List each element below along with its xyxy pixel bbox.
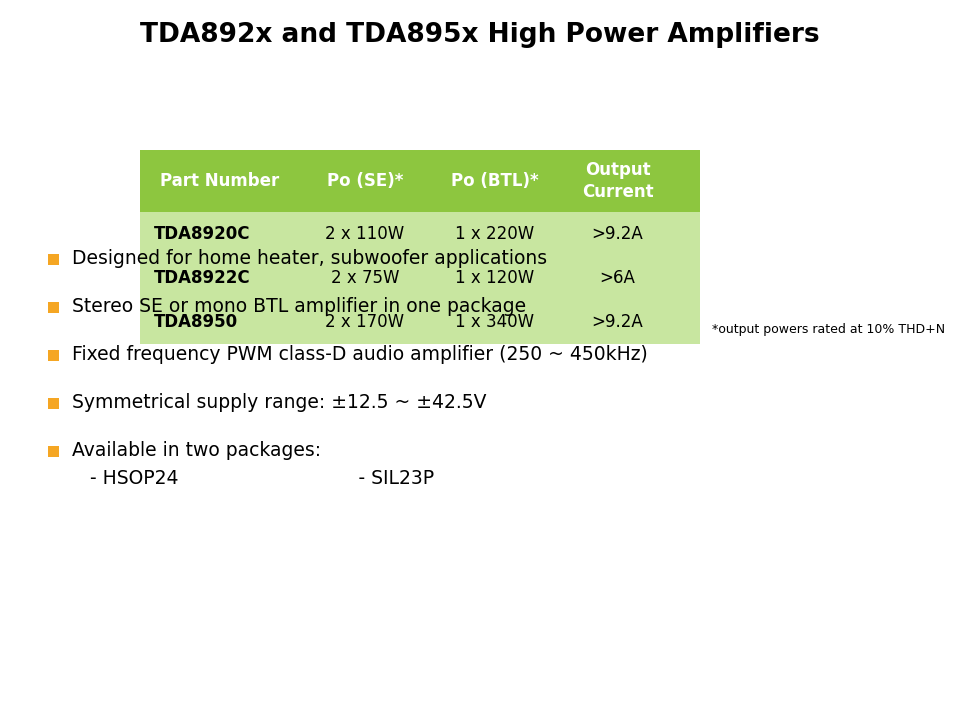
Text: Output
Current: Output Current xyxy=(582,161,654,201)
Text: Fixed frequency PWM class-D audio amplifier (250 ~ 450kHz): Fixed frequency PWM class-D audio amplif… xyxy=(72,346,648,364)
Text: 2 x 75W: 2 x 75W xyxy=(331,269,399,287)
FancyBboxPatch shape xyxy=(140,150,700,212)
Text: Designed for home heater, subwoofer applications: Designed for home heater, subwoofer appl… xyxy=(72,250,547,269)
Text: *output powers rated at 10% THD+N: *output powers rated at 10% THD+N xyxy=(712,323,946,336)
Text: - HSOP24                              - SIL23P: - HSOP24 - SIL23P xyxy=(72,469,434,487)
Text: TDA8920C: TDA8920C xyxy=(154,225,251,243)
Text: TDA8922C: TDA8922C xyxy=(154,269,251,287)
Text: 1 x 120W: 1 x 120W xyxy=(455,269,535,287)
Text: Symmetrical supply range: ±12.5 ~ ±42.5V: Symmetrical supply range: ±12.5 ~ ±42.5V xyxy=(72,394,487,413)
FancyBboxPatch shape xyxy=(48,254,59,265)
Text: Available in two packages:: Available in two packages: xyxy=(72,441,322,461)
Text: >9.2A: >9.2A xyxy=(591,313,643,331)
Text: TDA892x and TDA895x High Power Amplifiers: TDA892x and TDA895x High Power Amplifier… xyxy=(140,22,820,48)
Text: 2 x 170W: 2 x 170W xyxy=(325,313,404,331)
Text: TDA8950: TDA8950 xyxy=(154,313,238,331)
FancyBboxPatch shape xyxy=(48,302,59,313)
Text: >6A: >6A xyxy=(600,269,636,287)
FancyBboxPatch shape xyxy=(48,446,59,457)
Text: >9.2A: >9.2A xyxy=(591,225,643,243)
Text: Po (SE)*: Po (SE)* xyxy=(326,172,403,190)
FancyBboxPatch shape xyxy=(140,212,700,344)
Text: Stereo SE or mono BTL amplifier in one package: Stereo SE or mono BTL amplifier in one p… xyxy=(72,297,526,317)
Text: 1 x 220W: 1 x 220W xyxy=(455,225,535,243)
Text: 2 x 110W: 2 x 110W xyxy=(325,225,404,243)
Text: Part Number: Part Number xyxy=(160,172,279,190)
FancyBboxPatch shape xyxy=(48,350,59,361)
Text: Po (BTL)*: Po (BTL)* xyxy=(451,172,539,190)
FancyBboxPatch shape xyxy=(48,398,59,409)
Text: 1 x 340W: 1 x 340W xyxy=(455,313,535,331)
